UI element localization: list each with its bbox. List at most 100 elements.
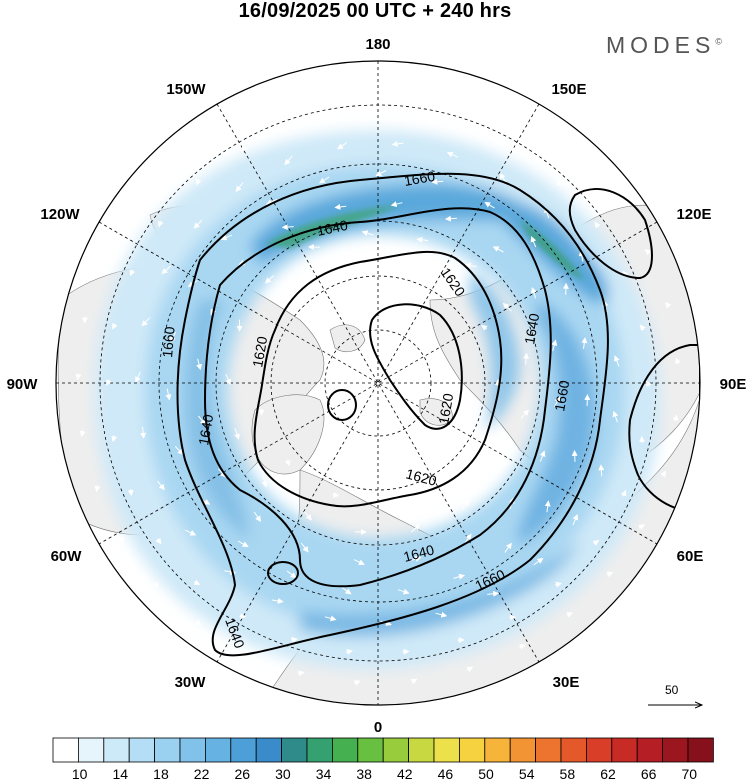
wind-vector [492,246,504,253]
contour-inner-low [369,303,463,430]
wind-vector [291,122,299,129]
wind-vector [389,261,396,268]
wind-vector [530,286,537,299]
wind-vector [303,510,312,521]
wind-vector [551,339,558,352]
wind-vector [484,201,495,209]
wind-vector [581,337,588,349]
wind-vector [220,234,232,241]
wind-vector [665,301,672,309]
colorbar-swatch [433,737,460,763]
wind-vector [620,489,627,497]
colorbar-label: 34 [316,766,332,782]
wind-vector [523,352,530,365]
wind-vector [402,648,410,655]
contour-label: 1660 [551,379,572,413]
wind-vector [644,249,652,256]
wind-vector [353,559,365,565]
contour-label: 1620 [435,392,456,426]
geopotential-contours [176,172,700,657]
wind-vector [331,267,339,274]
wind-vector [297,670,305,677]
wind-vector [165,388,172,401]
colorbar-swatch [636,737,664,763]
colorbar-swatch [408,737,435,763]
wind-vector [410,523,421,533]
wind-vector [614,200,622,207]
wind-vector [479,99,486,106]
colorbar-swatch [281,737,308,763]
contour-1640 [203,207,552,588]
wind-vectors [75,81,681,686]
colorbar-label: 54 [519,766,535,782]
wind-vector [466,666,474,673]
colorbar-swatch [484,737,511,763]
lon-label-120w: 120W [40,206,80,223]
lon-label-90w: 90W [7,376,39,393]
wind-vector [519,644,526,650]
wind-vector [237,540,249,547]
wind-vector [459,123,466,130]
wind-vector [235,182,244,192]
colorbar-label: 62 [600,766,616,782]
wind-vector [375,170,387,177]
colorbar-labels: 10 14 18 22 26 30 34 38 42 46 50 54 58 62 66 70 [72,766,697,782]
wind-vector [94,485,101,493]
colorbar-label: 30 [275,766,291,782]
colorbar-label: 46 [438,766,454,782]
wind-vector [391,140,404,147]
wind-vector [258,408,265,416]
meridian-lines [56,61,700,705]
colorbar-label: 58 [560,766,576,782]
lon-label-60e: 60E [677,548,704,565]
contour-label: 1660 [159,326,178,359]
wind-vector [129,269,136,277]
contour-1620 [253,250,503,508]
colorbar-swatch [382,737,410,763]
wind-vector [286,570,297,579]
colorbar-swatch [128,737,155,763]
vector-scale-label: 50 [665,683,679,697]
wind-vector [592,539,600,546]
wind-vector [337,142,348,150]
wind-vector [403,112,410,119]
map-title: 16/09/2025 00 UTC + 240 hrs [238,0,512,22]
wind-vector [576,158,583,165]
colorbar-swatch [687,737,714,763]
lon-label-30w: 30W [175,674,207,691]
wind-vector [341,586,352,595]
wind-vector [444,215,457,222]
lon-label-180: 180 [365,36,390,53]
wind-vector [193,579,201,586]
colorbar-swatch [78,737,105,763]
wind-vector [533,557,544,566]
contour-label: 1620 [249,335,270,369]
contour-labels: 1660 1640 1620 1660 1640 1620 1620 1640 … [159,168,572,651]
wind-vector [539,450,546,462]
wind-vector [126,212,133,220]
wind-vector [530,235,537,248]
wind-vector [435,611,448,618]
wind-vector [265,199,277,205]
colorbar-swatch [357,737,384,763]
wind-vector [461,499,470,510]
colorbar-swatch [331,737,359,763]
wind-vector [261,475,268,488]
wind-vector [234,428,240,440]
wind-vector [674,357,681,365]
colorbar-swatch [662,737,689,763]
wind-vector [499,172,507,184]
contour-label: 1640 [521,312,542,346]
colorbar-swatch [611,737,638,763]
wind-vector [480,325,488,331]
wind-vector [572,513,579,526]
colorbar-label: 66 [641,766,657,782]
colorbar-swatch [255,737,283,763]
wind-vector [530,124,538,131]
lon-label-90e: 90E [720,376,747,393]
wind-vector [198,415,207,426]
colorbar-label: 10 [72,766,88,782]
wind-vector [264,275,275,284]
wind-vector [464,533,472,544]
colorbar-label: 42 [397,766,413,782]
